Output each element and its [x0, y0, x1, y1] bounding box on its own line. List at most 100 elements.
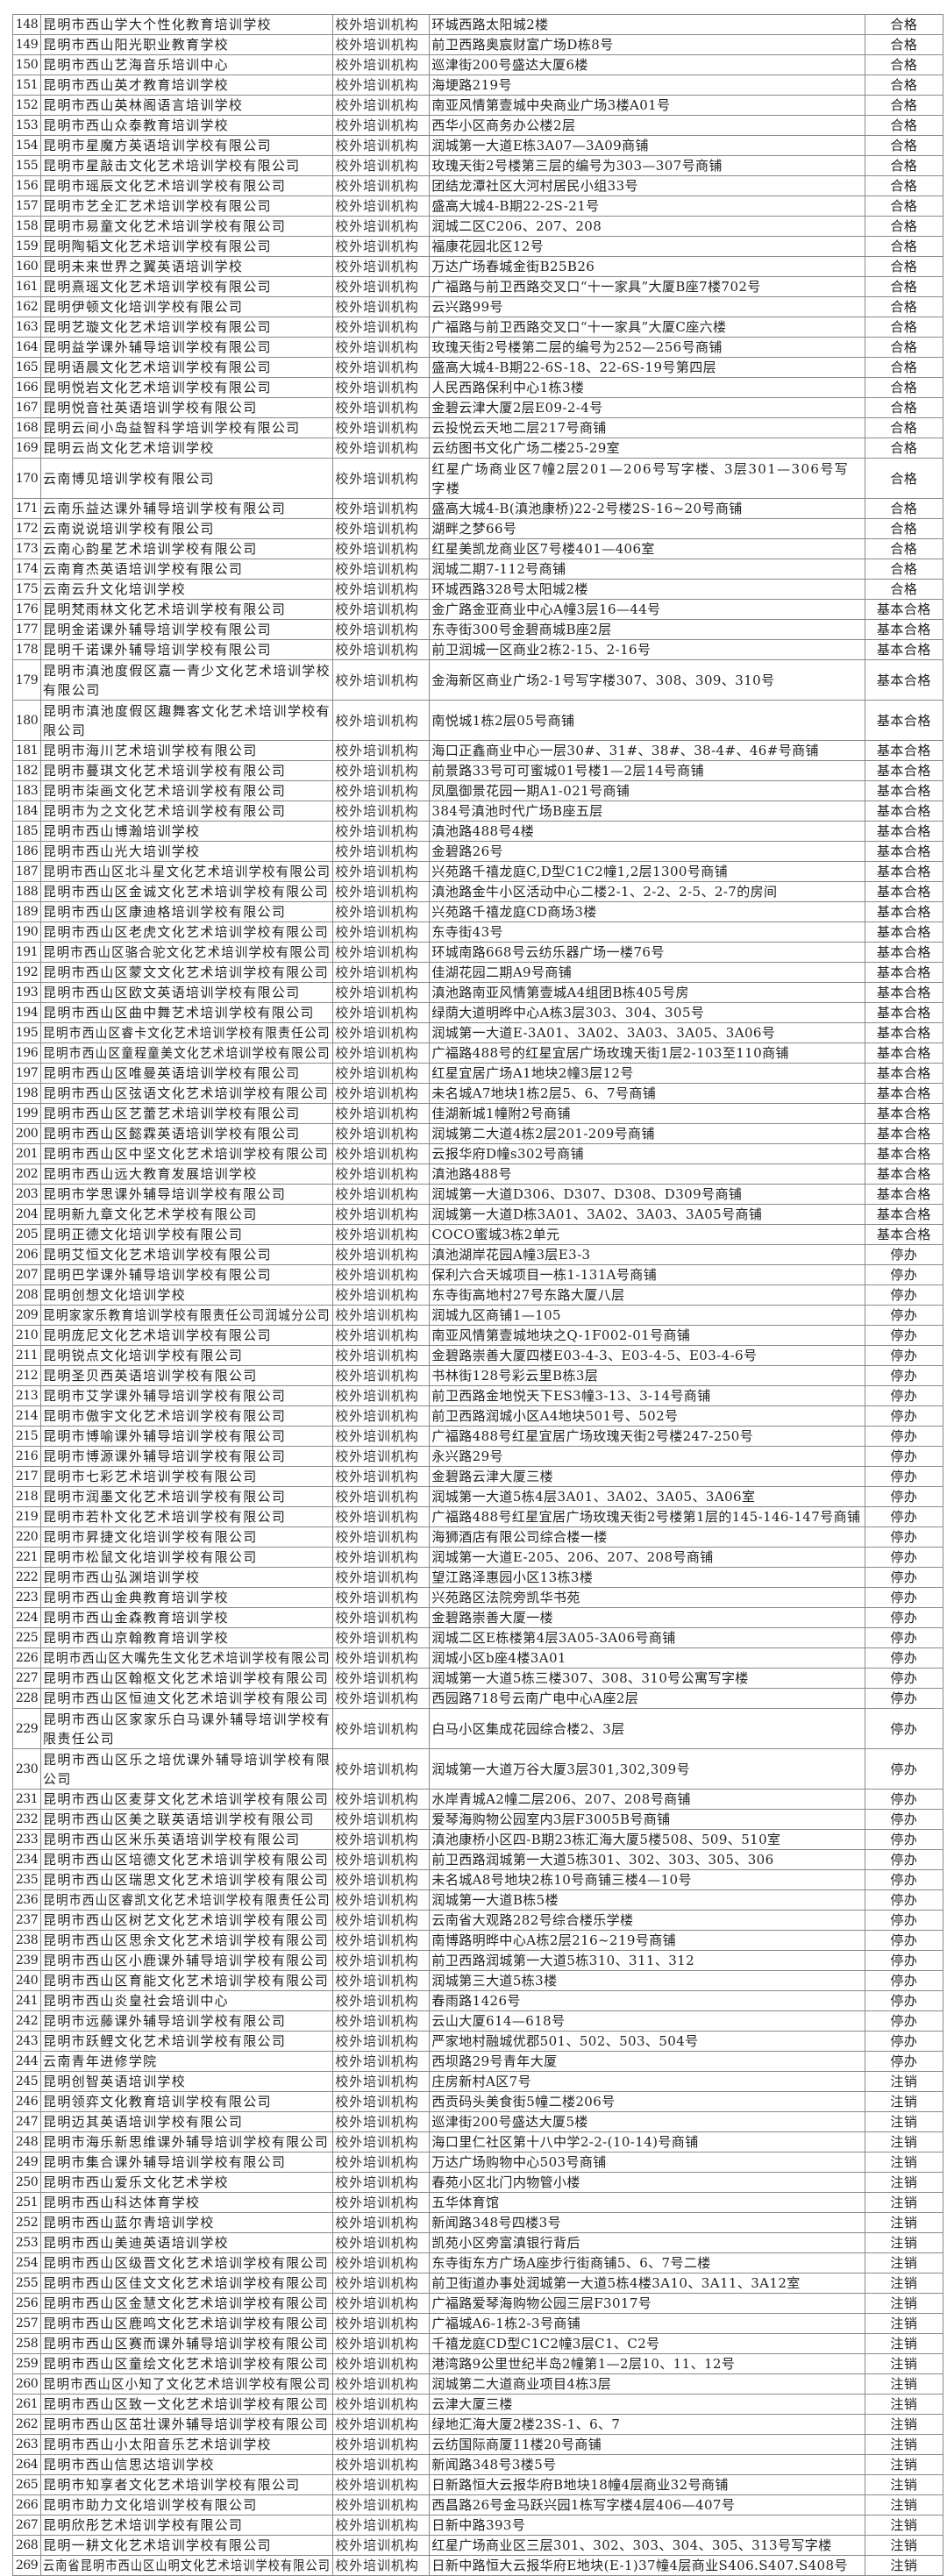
- institution-name: 昆明伊顿文化培训学校有限公司: [40, 296, 334, 317]
- row-number: 170: [11, 458, 42, 499]
- institution-type: 校外培训机构: [332, 841, 431, 862]
- row-number: 224: [11, 1607, 42, 1628]
- table-row: 180 昆明市滇池度假区趣舞客文化艺术培训学校有限公司 校外培训机构 南悦城1栋2层0…: [11, 700, 944, 741]
- inspection-status: 合格: [864, 155, 944, 176]
- table-row: 261 昆明市西山区致一文化艺术培训学校有限公司 校外培训机构 云津大厦三楼 注销: [11, 2394, 944, 2415]
- institution-address: 未名城A7地块1栋2层5、6、7号商铺: [429, 1083, 865, 1104]
- row-number: 157: [11, 196, 42, 217]
- institution-name: 昆明创智英语培训学校: [40, 2071, 334, 2092]
- institution-type: 校外培训机构: [332, 438, 431, 459]
- row-number: 163: [11, 317, 42, 338]
- institution-table: 148 昆明市西山学大个性化教育培训学校 校外培训机构 环城西路太阳城2楼 合格 149 昆…: [11, 14, 944, 2576]
- institution-name: 昆明锐点文化培训学校有限公司: [40, 1345, 334, 1366]
- inspection-status: 停办: [864, 1526, 944, 1548]
- table-row: 216 昆明市博源课外辅导培训学校有限公司 校外培训机构 永兴路29号 停办: [11, 1446, 944, 1467]
- institution-name: 昆明市西山区懿霖英语培训学校有限公司: [40, 1123, 334, 1144]
- row-number: 262: [11, 2414, 42, 2435]
- institution-name: 昆明市傲宇文化艺术培训学校有限公司: [40, 1405, 334, 1427]
- institution-address: 金碧云津大厦2层E09-2-4号: [429, 397, 865, 418]
- institution-name: 昆明正德文化培训学校有限公司: [40, 1224, 334, 1245]
- table-row: 237 昆明市西山区树艺文化艺术培训学校有限公司 校外培训机构 云南省大观路282号综…: [11, 1910, 944, 1931]
- row-number: 158: [11, 216, 42, 237]
- inspection-status: 注销: [864, 2252, 944, 2274]
- institution-type: 校外培训机构: [332, 700, 431, 741]
- inspection-status: 基本合格: [864, 1143, 944, 1164]
- institution-name: 昆明市西山金典教育培训学校: [40, 1587, 334, 1608]
- institution-type: 校外培训机构: [332, 2051, 431, 2072]
- institution-type: 校外培训机构: [332, 1889, 431, 1911]
- institution-name: 昆明新九章文化艺术学校有限公司: [40, 1204, 334, 1225]
- institution-name: 昆明市海川艺术培训学校有限公司: [40, 740, 334, 761]
- institution-name: 昆明金诺课外辅导培训学校有限公司: [40, 619, 334, 640]
- table-row: 263 昆明市西山小太阳音乐艺术培训学校 校外培训机构 云纺国际商厦11楼20号商铺注…: [11, 2434, 944, 2455]
- institution-type: 校外培训机构: [332, 2172, 431, 2193]
- table-row: 163 昆明艺璇文化艺术培训学校有限公司 校外培训机构 广福路与前卫西路交叉口“十一家…: [11, 317, 944, 338]
- row-number: 249: [11, 2152, 42, 2173]
- institution-address: 海口里仁社区第十八中学2-2-(10-14)号商铺: [429, 2131, 865, 2153]
- table-row: 269 云南省昆明市西山区山明文化艺术培训学校有限公司 校外培训机构 日新中路恒大云报…: [11, 2555, 944, 2576]
- table-row: 226 昆明市西山区大嘴先生文化艺术培训学校有限公司 校外培训机构 润城小区b座4楼3…: [11, 1647, 944, 1669]
- table-row: 238 昆明市西山区思余文化艺术培训学校有限公司 校外培训机构 南博路明晔中心A栋2层…: [11, 1930, 944, 1951]
- institution-address: 红星广场商业区三层301、302、303、304、305、313号写字楼: [429, 2535, 865, 2556]
- institution-address: 前卫西路润城小区A4地块501号、502号: [429, 1405, 865, 1427]
- table-row: 181 昆明市海川艺术培训学校有限公司 校外培训机构 海口正鑫商业中心一层30#、31…: [11, 740, 944, 761]
- row-number: 242: [11, 2010, 42, 2032]
- inspection-status: 注销: [864, 2414, 944, 2435]
- inspection-status: 合格: [864, 256, 944, 277]
- institution-name: 昆明家家乐教育培训学校有限责任公司润城分公司: [40, 1305, 334, 1326]
- institution-type: 校外培训机构: [332, 1002, 431, 1023]
- row-number: 187: [11, 861, 42, 882]
- inspection-status: 停办: [864, 1869, 944, 1890]
- table-row: 149 昆明市西山阳光职业教育学校 校外培训机构 前卫西路奥宸财富广场D栋8号 合格: [11, 34, 944, 55]
- institution-type: 校外培训机构: [332, 1385, 431, 1406]
- institution-address: 润城第一大道D306、D307、D308、D309号商铺: [429, 1184, 865, 1205]
- row-number: 250: [11, 2172, 42, 2193]
- inspection-status: 合格: [864, 397, 944, 418]
- institution-name: 昆明市西山区级晋文化艺术培训学校有限公司: [40, 2252, 334, 2274]
- inspection-status: 停办: [864, 1930, 944, 1951]
- row-number: 172: [11, 518, 42, 539]
- institution-type: 校外培训机构: [332, 1526, 431, 1548]
- row-number: 246: [11, 2091, 42, 2112]
- inspection-status: 合格: [864, 417, 944, 438]
- row-number: 169: [11, 438, 42, 459]
- institution-address: 云津大厦三楼: [429, 2394, 865, 2415]
- table-row: 170 云南博见培训学校有限公司 校外培训机构 红星广场商业区7幢2层201—206号…: [11, 458, 944, 499]
- inspection-status: 停办: [864, 1486, 944, 1507]
- inspection-status: 停办: [864, 1567, 944, 1588]
- institution-name: 昆明市知享者文化艺术培训学校有限公司: [40, 2474, 334, 2495]
- institution-address: 盛高大城4-B期22-2S-21号: [429, 196, 865, 217]
- institution-name: 云南育杰英语培训学校有限公司: [40, 559, 334, 580]
- row-number: 266: [11, 2494, 42, 2516]
- table-row: 196 昆明市西山区童程童美文化艺术培训学校有限公司 校外培训机构 广福路488号的红…: [11, 1042, 944, 1064]
- institution-type: 校外培训机构: [332, 2212, 431, 2233]
- institution-address: 滇池路488号4楼: [429, 821, 865, 842]
- institution-address: 前卫西路润城第一大道5栋301、302、303、305、306: [429, 1849, 865, 1870]
- institution-type: 校外培训机构: [332, 1829, 431, 1850]
- row-number: 192: [11, 962, 42, 983]
- institution-name: 昆明市西山光大培训学校: [40, 841, 334, 862]
- row-number: 155: [11, 155, 42, 176]
- table-row: 229 昆明市西山区家家乐白马课外辅导培训学校有限责任公司 校外培训机构 白马小区集成…: [11, 1708, 944, 1749]
- institution-address: 庄房新村A区7号: [429, 2071, 865, 2092]
- institution-type: 校外培训机构: [332, 276, 431, 297]
- institution-address: 金碧路崇善大厦一楼: [429, 1607, 865, 1628]
- table-row: 177 昆明金诺课外辅导培训学校有限公司 校外培训机构 东寺街300号金碧商城B座2层…: [11, 619, 944, 640]
- inspection-status: 注销: [864, 2373, 944, 2395]
- table-row: 218 昆明市润墨文化艺术培训学校有限公司 校外培训机构 润城第一大道5栋4层3A01…: [11, 1486, 944, 1507]
- institution-name: 昆明市西山科达体育学校: [40, 2192, 334, 2213]
- institution-type: 校外培训机构: [332, 1042, 431, 1064]
- row-number: 255: [11, 2273, 42, 2294]
- table-row: 243 昆明市跃鲤文化艺术培训学校有限公司 校外培训机构 严家地村融城优郡501、50…: [11, 2031, 944, 2052]
- table-row: 166 昆明悦岩文化艺术培训学校有限公司 校外培训机构 人民西路保利中心1栋3楼 合格: [11, 377, 944, 398]
- table-row: 225 昆明市西山京翰教育培训学校 校外培训机构 润城二区E栋楼第4层3A05-3A0…: [11, 1627, 944, 1648]
- institution-type: 校外培训机构: [332, 2152, 431, 2173]
- row-number: 233: [11, 1829, 42, 1850]
- institution-address: 福康花园北区12号: [429, 236, 865, 257]
- institution-name: 昆明语晨文化艺术培训学校有限公司: [40, 357, 334, 378]
- inspection-status: 合格: [864, 54, 944, 75]
- row-number: 235: [11, 1869, 42, 1890]
- inspection-status: 合格: [864, 276, 944, 297]
- institution-type: 校外培训机构: [332, 2031, 431, 2052]
- row-number: 237: [11, 1910, 42, 1931]
